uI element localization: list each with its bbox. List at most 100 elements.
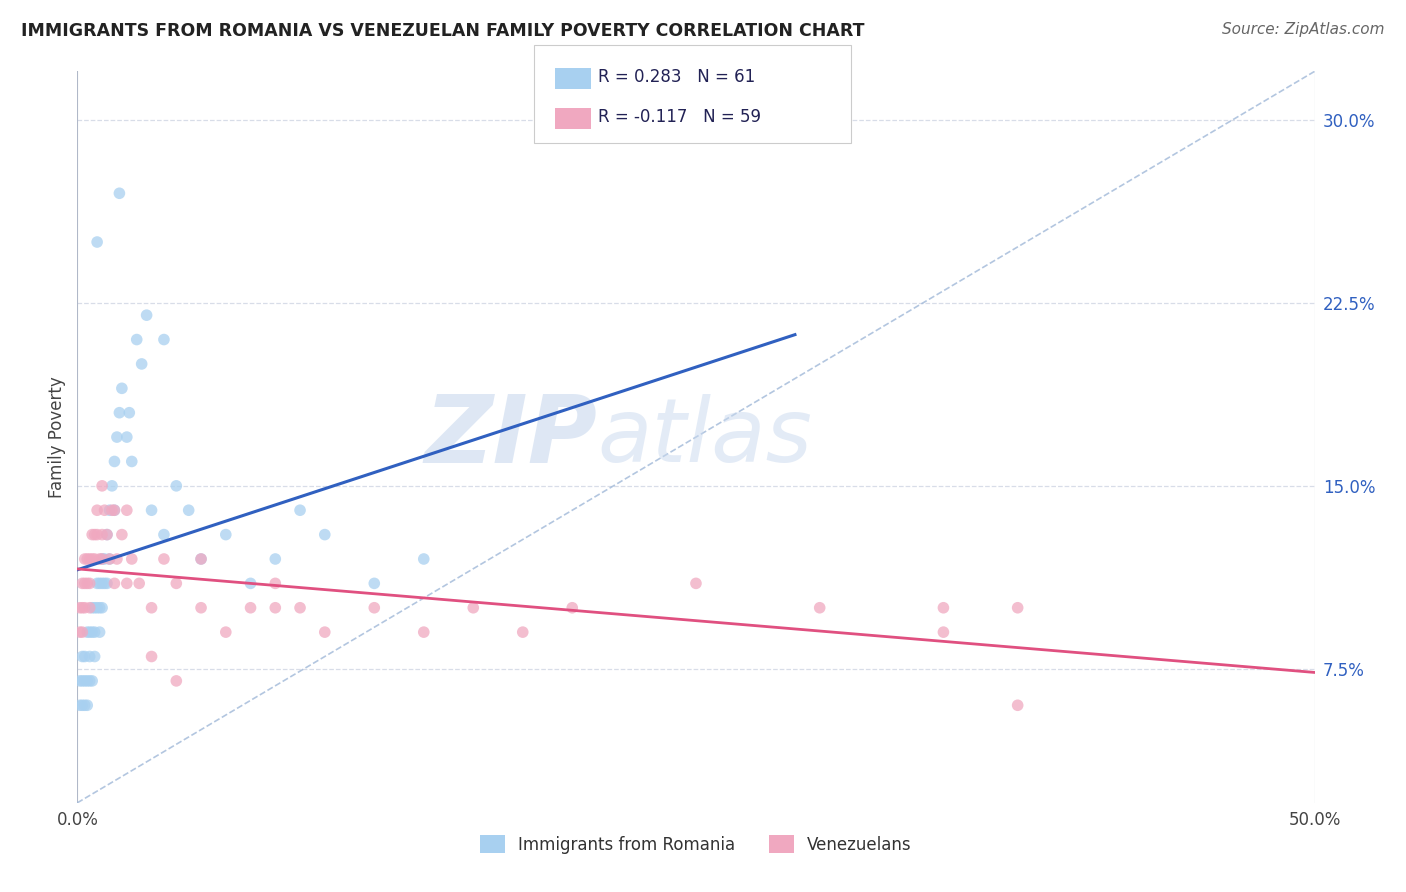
Text: IMMIGRANTS FROM ROMANIA VS VENEZUELAN FAMILY POVERTY CORRELATION CHART: IMMIGRANTS FROM ROMANIA VS VENEZUELAN FA…	[21, 22, 865, 40]
Point	[76, 552, 98, 566]
Point	[215, 625, 238, 640]
Point	[73, 600, 96, 615]
Point	[135, 308, 157, 322]
Point	[125, 333, 148, 347]
Point	[932, 600, 955, 615]
Point	[105, 552, 128, 566]
Text: ZIP: ZIP	[425, 391, 598, 483]
Point	[177, 503, 200, 517]
Point	[264, 600, 287, 615]
Point	[363, 600, 385, 615]
Point	[98, 552, 121, 566]
Point	[69, 625, 91, 640]
Point	[115, 576, 138, 591]
Point	[86, 600, 108, 615]
Point	[91, 479, 114, 493]
Point	[82, 673, 104, 688]
Legend: Immigrants from Romania, Venezuelans: Immigrants from Romania, Venezuelans	[474, 829, 918, 860]
Point	[76, 698, 98, 713]
Point	[141, 600, 163, 615]
Point	[76, 576, 98, 591]
Point	[93, 576, 115, 591]
Point	[86, 576, 108, 591]
Point	[153, 333, 176, 347]
Point	[141, 649, 163, 664]
Point	[165, 576, 187, 591]
Point	[108, 186, 131, 201]
Point	[314, 625, 336, 640]
Point	[153, 552, 176, 566]
Point	[91, 552, 114, 566]
Point	[165, 673, 187, 688]
Text: atlas: atlas	[598, 394, 811, 480]
Point	[82, 552, 104, 566]
Point	[72, 600, 94, 615]
Text: R = -0.117   N = 59: R = -0.117 N = 59	[598, 108, 761, 126]
Point	[86, 235, 108, 249]
Point	[190, 552, 212, 566]
Point	[153, 527, 176, 541]
Point	[73, 576, 96, 591]
Point	[118, 406, 141, 420]
Point	[239, 600, 262, 615]
Point	[69, 673, 91, 688]
Point	[72, 625, 94, 640]
Point	[98, 503, 121, 517]
Point	[363, 576, 385, 591]
Point	[79, 576, 101, 591]
Point	[101, 503, 124, 517]
Point	[121, 552, 143, 566]
Point	[93, 503, 115, 517]
Point	[79, 600, 101, 615]
Point	[561, 600, 583, 615]
Point	[73, 698, 96, 713]
Point	[412, 625, 434, 640]
Point	[1007, 698, 1029, 713]
Point	[239, 576, 262, 591]
Point	[264, 576, 287, 591]
Point	[932, 625, 955, 640]
Point	[105, 430, 128, 444]
Point	[83, 625, 105, 640]
Point	[141, 503, 163, 517]
Point	[264, 552, 287, 566]
Point	[101, 479, 124, 493]
Point	[128, 576, 150, 591]
Point	[91, 527, 114, 541]
Point	[115, 430, 138, 444]
Point	[83, 649, 105, 664]
Point	[103, 503, 125, 517]
Point	[82, 527, 104, 541]
Point	[76, 625, 98, 640]
Point	[1007, 600, 1029, 615]
Point	[83, 552, 105, 566]
Point	[215, 527, 238, 541]
Point	[72, 698, 94, 713]
Y-axis label: Family Poverty: Family Poverty	[48, 376, 66, 498]
Point	[115, 503, 138, 517]
Point	[314, 527, 336, 541]
Point	[82, 600, 104, 615]
Point	[86, 527, 108, 541]
Point	[190, 600, 212, 615]
Point	[412, 552, 434, 566]
Point	[82, 625, 104, 640]
Point	[288, 503, 311, 517]
Point	[190, 552, 212, 566]
Point	[91, 552, 114, 566]
Point	[165, 479, 187, 493]
Point	[73, 552, 96, 566]
Point	[111, 381, 134, 395]
Point	[76, 673, 98, 688]
Point	[96, 527, 118, 541]
Point	[103, 503, 125, 517]
Point	[79, 673, 101, 688]
Point	[79, 552, 101, 566]
Point	[72, 649, 94, 664]
Point	[69, 698, 91, 713]
Point	[89, 625, 111, 640]
Point	[103, 454, 125, 468]
Point	[73, 649, 96, 664]
Point	[96, 527, 118, 541]
Point	[69, 600, 91, 615]
